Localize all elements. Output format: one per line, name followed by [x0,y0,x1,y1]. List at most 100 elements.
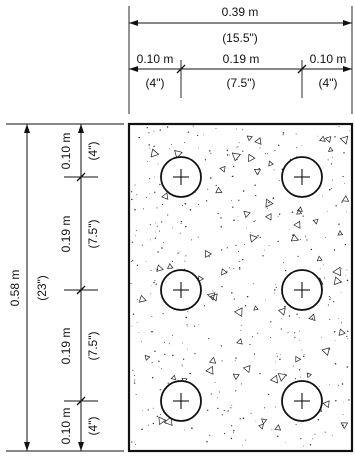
aggregate-dot [327,304,329,306]
aggregate-dot [306,239,308,241]
aggregate-triangle [295,355,302,363]
aggregate-dot [274,292,276,294]
arrowhead [343,20,352,26]
aggregate-triangle [261,418,268,425]
aggregate-dot [220,217,222,219]
aggregate-dot [267,153,269,155]
aggregate-dot [147,424,149,426]
aggregate-dot [333,331,336,333]
aggregate-dot [209,434,211,436]
aggregate-dot [182,342,183,344]
aggregate-triangle [277,373,287,382]
aggregate-dot [172,335,173,336]
aggregate-triangle [332,266,342,277]
tick-mark [176,64,186,74]
aggregate-dot [275,284,277,286]
aggregate-dot [131,241,134,243]
aggregate-dot [277,240,279,243]
aggregate-dot [156,415,158,418]
aggregate-dot [272,197,275,199]
aggregate-dot [180,220,183,223]
aggregate-dot [325,236,326,238]
aggregate-dot [151,330,153,333]
aggregate-dot [279,354,281,355]
aggregate-dot [262,255,264,257]
aggregate-triangle [254,137,262,145]
aggregate-dot [316,135,318,137]
aggregate-triangle [221,268,228,276]
aggregate-dot [231,292,233,294]
aggregate-dot [349,130,351,131]
aggregate-dot [208,150,211,152]
aggregate-dot [185,255,187,257]
aggregate-dot [154,191,156,193]
aggregate-dot [295,133,297,135]
aggregate-dot [331,188,333,190]
aggregate-triangle [293,220,301,229]
aggregate-dot [346,366,349,368]
aggregate-dot [292,234,294,236]
aggregate-triangle [232,373,240,381]
aggregate-triangle [138,294,147,303]
aggregate-dot [346,211,347,212]
aggregate-dot [340,268,342,270]
aggregate-dot [242,150,244,152]
aggregate-triangle [243,210,251,219]
aggregate-dot [277,435,279,438]
overall-height-imperial: (23") [35,275,49,301]
aggregate-dot [152,361,153,363]
aggregate-dot [251,336,254,338]
aggregate-dot [221,414,224,416]
aggregate-dot [134,235,136,237]
aggregate-dot [153,281,155,284]
aggregate-dot [233,267,235,269]
aggregate-dot [341,383,344,385]
aggregate-dot [191,427,193,429]
aggregate-dot [338,223,340,225]
aggregate-dot [312,438,314,440]
aggregate-dot [270,337,271,338]
arrowhead [78,124,84,133]
aggregate-dot [220,226,223,228]
aggregate-triangle [174,150,183,159]
aggregate-dot [259,236,261,239]
aggregate-triangle [296,209,303,215]
aggregate-triangle [268,160,274,167]
aggregate-dot [310,248,312,251]
aggregate-dot [346,335,348,338]
aggregate-dot [231,425,233,427]
left-cover-metric: 0.10 m [137,52,174,66]
aggregate-dot [157,251,159,253]
aggregate-dot [198,324,200,326]
aggregate-dot [340,291,342,293]
aggregate-dot [189,372,191,375]
aggregate-dot [142,208,144,210]
segment-2-imperial: (7.5") [86,220,100,249]
aggregate-dot [274,289,276,291]
aggregate-dot [294,332,296,334]
aggregate-dot [203,305,206,307]
aggregate-dot [284,269,287,272]
aggregate-dot [296,313,298,315]
aggregate-dot [265,153,267,155]
aggregate-dot [288,315,291,317]
aggregate-dot [244,304,247,307]
aggregate-triangle [163,416,173,426]
aggregate-dot [241,258,244,261]
aggregate-dot [189,208,192,211]
aggregate-dot [291,211,294,213]
aggregate-dot [298,317,300,319]
segment-1-imperial: (4") [86,142,100,161]
aggregate-dot [275,406,277,408]
segment-3-metric: 0.19 m [59,328,73,365]
aggregate-dot [161,203,163,206]
aggregate-dot [303,354,305,356]
aggregate-dot [324,277,326,279]
aggregate-dot [324,431,326,433]
arrowhead [343,66,352,72]
aggregate-dot [186,325,188,327]
aggregate-dot [223,409,225,412]
aggregate-dot [335,399,337,402]
aggregate-dot [130,282,132,284]
